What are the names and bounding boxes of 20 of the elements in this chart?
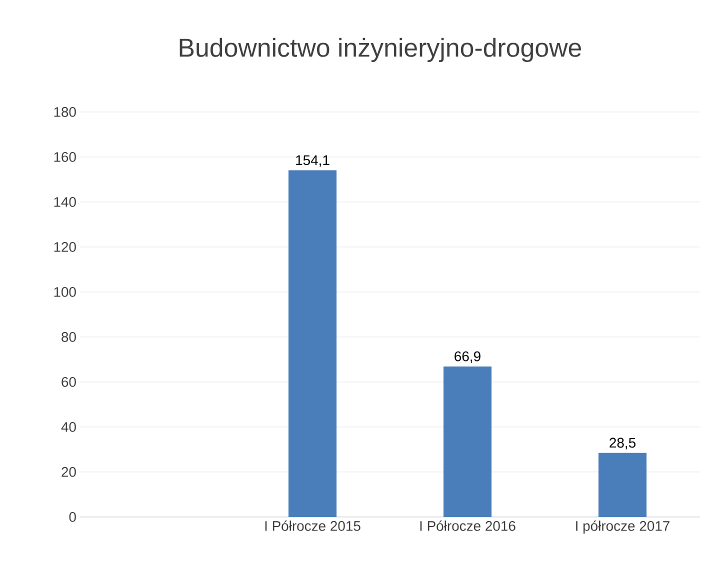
x-tick-label: I Półrocze 2015 <box>265 520 360 531</box>
bar <box>288 170 337 517</box>
y-tick-label: 0 <box>69 512 76 522</box>
y-tick-label: 80 <box>62 332 76 342</box>
x-tick-label: I Półrocze 2016 <box>420 520 516 531</box>
x-tick-label: I półrocze 2017 <box>576 520 670 534</box>
y-tick-label: 100 <box>54 287 76 297</box>
y-tick-label: 140 <box>54 197 76 207</box>
bar <box>443 366 492 517</box>
y-tick-label: 120 <box>54 242 76 252</box>
bar <box>598 452 647 517</box>
data-label: 66,9 <box>454 351 480 363</box>
y-tick-label: 180 <box>54 107 76 117</box>
y-tick-label: 60 <box>62 377 76 387</box>
y-tick-label: 40 <box>61 422 76 432</box>
y-tick-label: 20 <box>62 467 76 477</box>
data-label: 154,1 <box>296 155 330 167</box>
chart-title: Budownictwo inżynieryjno-drogowe <box>180 38 582 62</box>
y-tick-label: 160 <box>54 152 76 162</box>
data-label: 28,5 <box>610 438 636 450</box>
